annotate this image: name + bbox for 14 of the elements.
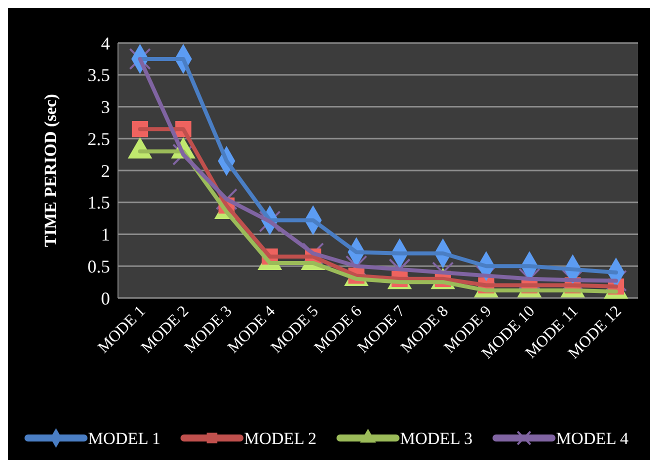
y-tick-label: 0.5: [88, 256, 110, 276]
y-tick-label: 1.5: [88, 192, 110, 213]
y-tick-label: 1: [101, 224, 110, 245]
legend-label: MODEL 4: [556, 428, 630, 448]
y-tick-label: 3: [101, 97, 110, 118]
legend-label: MODEL 2: [244, 428, 317, 448]
legend-label: MODEL 1: [88, 428, 161, 448]
y-tick-label: 2: [101, 160, 110, 181]
y-tick-label: 2.5: [88, 128, 110, 149]
y-tick-label: 3.5: [88, 65, 110, 86]
legend-label: MODEL 3: [400, 428, 473, 448]
y-tick-label: 4: [101, 33, 110, 54]
y-axis-title: TIME PERIOD (sec): [41, 94, 60, 247]
y-tick-label: 0: [101, 288, 110, 308]
